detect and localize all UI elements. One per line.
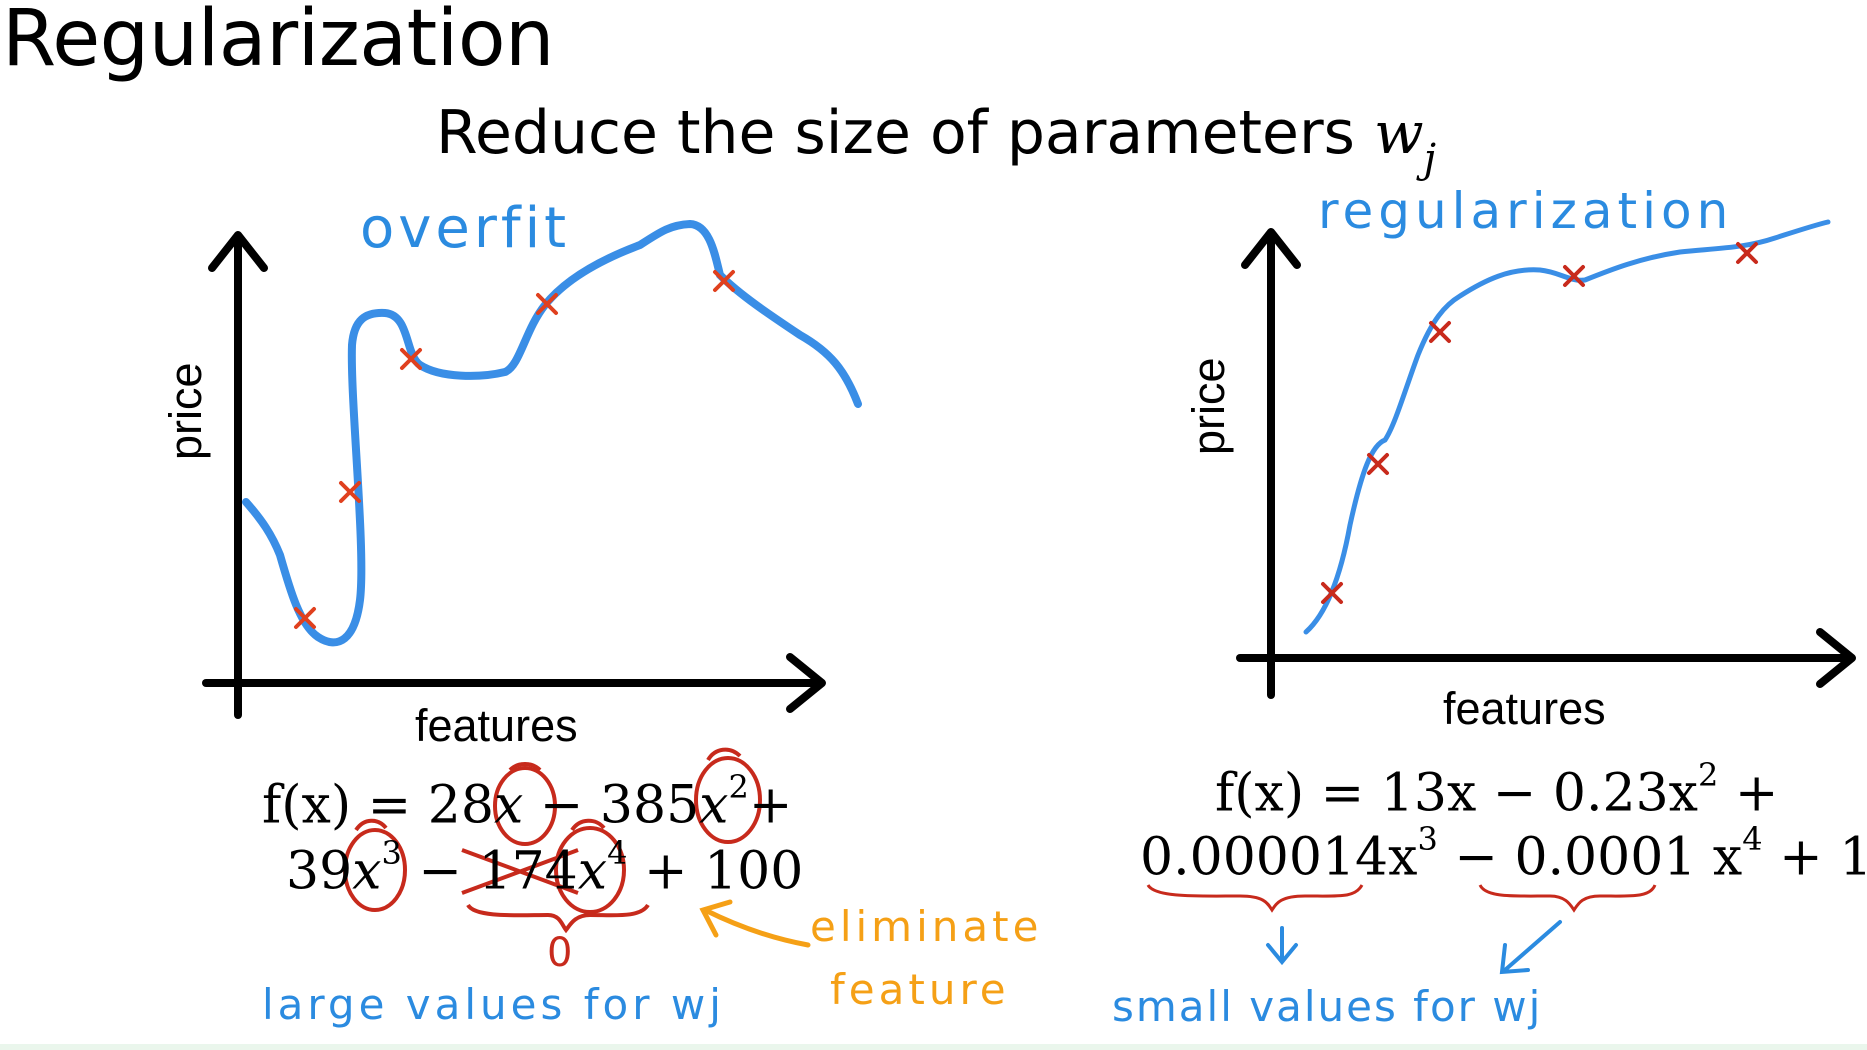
right-brace-2 xyxy=(1478,884,1657,913)
left-brace xyxy=(466,903,650,934)
small-values-note: small values for wj xyxy=(1112,982,1543,1031)
strike-174 xyxy=(461,848,579,895)
left-y-axis-label: price xyxy=(160,362,211,460)
left-mark-3 xyxy=(400,348,422,370)
right-mark-1 xyxy=(1321,582,1343,604)
left-mark-1 xyxy=(294,607,316,629)
regularization-label: regularization xyxy=(1318,182,1734,240)
right-mark-4 xyxy=(1563,265,1585,287)
right-blue-arrows xyxy=(1266,920,1562,975)
right-axes xyxy=(1236,228,1856,699)
right-brace-1 xyxy=(1146,884,1364,913)
slide-title: Regularization xyxy=(2,0,555,84)
left-mark-4 xyxy=(536,293,558,315)
left-mark-5 xyxy=(713,270,735,292)
left-x-axis-label: features xyxy=(415,700,578,751)
large-values-note: large values for wj xyxy=(262,980,725,1029)
left-data-marks xyxy=(294,270,735,629)
right-x-axis-label: features xyxy=(1443,683,1606,734)
right-equation-line2: 0.000014x3 − 0.0001 x4 + 10 xyxy=(1140,820,1867,888)
left-equation-circles xyxy=(343,747,762,914)
left-axes xyxy=(202,231,826,719)
subtitle-variable: wj xyxy=(1373,99,1437,182)
eliminate-arrow xyxy=(699,899,811,948)
left-equation-line2: 39x3 − 174x4 + 100 xyxy=(286,834,804,902)
right-regularized-curve xyxy=(1303,219,1831,635)
right-mark-2 xyxy=(1367,453,1389,475)
right-data-marks xyxy=(1321,242,1758,604)
right-mark-3 xyxy=(1429,321,1451,343)
overfit-label: overfit xyxy=(360,196,571,261)
feature-note: feature xyxy=(830,965,1010,1014)
right-equation-line1: f(x) = 13x − 0.23x2 + xyxy=(1215,756,1779,824)
eliminate-note: eliminate xyxy=(810,902,1043,951)
slide-subtitle: Reduce the size of parameters wj xyxy=(436,98,1437,182)
left-mark-2 xyxy=(339,481,361,503)
bottom-strip xyxy=(0,1044,1867,1050)
right-y-axis-label: price xyxy=(1183,357,1234,455)
subtitle-text: Reduce the size of parameters xyxy=(436,98,1355,168)
left-overfit-curve xyxy=(242,219,862,647)
zero-note: 0 xyxy=(547,930,573,976)
left-equation-line1: f(x) = 28x − 385x2+ xyxy=(262,768,793,836)
right-mark-5 xyxy=(1736,242,1758,264)
